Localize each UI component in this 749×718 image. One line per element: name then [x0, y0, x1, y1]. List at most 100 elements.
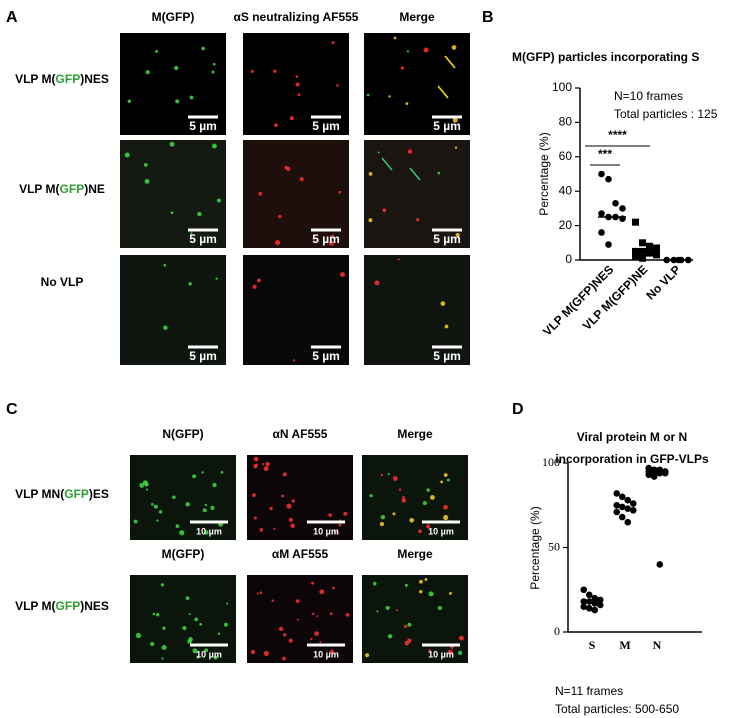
particle [402, 496, 406, 499]
particle [336, 84, 339, 87]
arrow [444, 55, 456, 69]
particle [343, 511, 348, 516]
particle [297, 93, 301, 97]
particle [252, 284, 257, 289]
particle [372, 581, 377, 586]
column-header: αN AF555 [273, 427, 328, 441]
y-tick-label: 0 [554, 624, 560, 638]
particle [133, 519, 138, 524]
label-part: GFP [56, 599, 81, 613]
particle [188, 613, 191, 616]
particle [422, 501, 427, 506]
particle [265, 461, 270, 467]
annotation: Total particles: 500-650 [555, 702, 679, 716]
particle [409, 517, 415, 523]
particle [252, 493, 256, 498]
scale-bar-label: 5 µm [189, 119, 217, 133]
particle [192, 474, 197, 479]
particle [458, 635, 464, 641]
chart-title: incorporation in GFP-VLPs [555, 452, 709, 466]
label-part: VLP M( [15, 599, 55, 613]
particle [454, 146, 458, 149]
particle [161, 645, 167, 650]
data-point [650, 473, 658, 480]
particle [163, 325, 168, 330]
particle [211, 70, 215, 74]
particle [187, 639, 192, 644]
particle [406, 50, 409, 53]
particle [440, 480, 444, 484]
chart-title: Viral protein M or N [577, 430, 687, 444]
particle [211, 143, 217, 149]
particle [455, 232, 460, 238]
micrograph [362, 455, 468, 540]
particle [274, 239, 281, 246]
particle [258, 191, 263, 196]
particle [194, 617, 199, 622]
scale-bar-label: 5 µm [312, 232, 340, 246]
particle [331, 234, 334, 238]
data-point [591, 606, 599, 614]
y-tick-label: 100 [542, 455, 560, 469]
scale-bar-label: 10 µm [428, 526, 454, 536]
particle [145, 70, 150, 75]
label-part: VLP M( [15, 72, 55, 86]
scale-bar-label: 5 µm [312, 349, 340, 363]
data-point [624, 496, 632, 504]
scale-bar-label: 5 µm [189, 349, 217, 363]
particle [377, 151, 380, 154]
particle [419, 579, 423, 584]
particle [179, 530, 185, 536]
particle [365, 653, 370, 658]
particle [289, 116, 294, 121]
panel-label: A [6, 9, 18, 26]
data-point [646, 249, 653, 257]
column-header: αS neutralizing AF555 [234, 10, 359, 24]
scale-bar-label: 10 µm [196, 649, 222, 659]
particle [401, 498, 407, 503]
particle [393, 36, 397, 40]
data-point [624, 505, 632, 512]
particle [261, 462, 265, 466]
y-tick-label: 100 [552, 80, 572, 94]
particle [311, 581, 315, 585]
data-point [653, 244, 660, 252]
label-part: No VLP [41, 275, 84, 289]
particle [443, 473, 448, 477]
x-tick-label: S [589, 638, 596, 652]
scale-bar-label: 5 µm [189, 232, 217, 246]
data-point [646, 242, 653, 250]
particle [368, 172, 373, 176]
particle [458, 650, 463, 656]
data-point [629, 500, 637, 507]
particle [419, 589, 423, 594]
particle [296, 618, 299, 621]
particle [444, 324, 449, 329]
particle [428, 649, 431, 652]
data-point [618, 513, 626, 521]
particle [212, 62, 216, 66]
particle [376, 610, 379, 613]
data-point [580, 586, 588, 594]
y-tick-label: 20 [559, 218, 573, 232]
particle [286, 503, 292, 509]
column-header: Merge [397, 547, 433, 561]
particle [374, 280, 380, 286]
particle [156, 613, 160, 617]
data-point [645, 471, 653, 479]
particle [144, 482, 149, 487]
particle [418, 529, 422, 534]
scale-bar-label: 10 µm [196, 526, 222, 536]
data-point [596, 601, 604, 609]
scale-bar-label: 5 µm [433, 119, 461, 133]
column-header: Merge [399, 10, 435, 24]
significance-label: *** [598, 147, 612, 161]
particle [407, 149, 413, 154]
particle [312, 612, 315, 616]
particle [199, 623, 202, 626]
particle [210, 505, 215, 511]
particle [284, 165, 288, 170]
particle [139, 482, 145, 488]
particle [273, 69, 277, 73]
